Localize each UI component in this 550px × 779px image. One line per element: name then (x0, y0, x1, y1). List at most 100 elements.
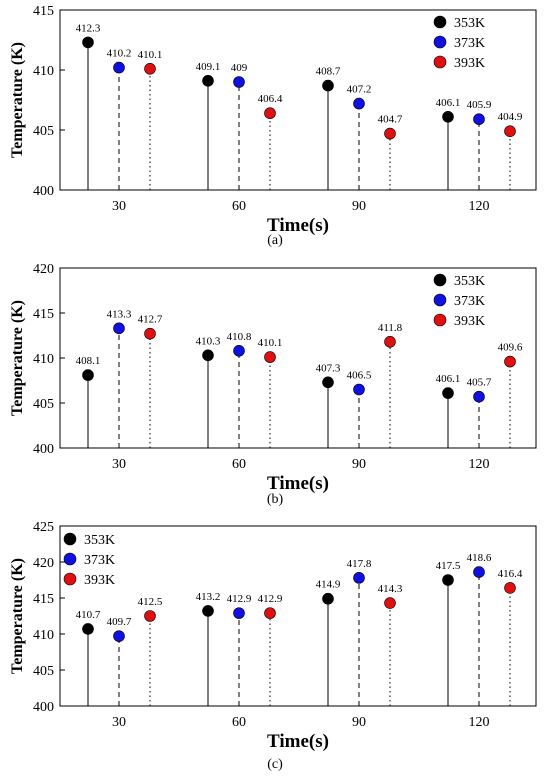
x-tick-label: 90 (352, 457, 366, 472)
data-label: 412.5 (138, 596, 163, 608)
y-tick-label: 415 (33, 4, 54, 19)
y-tick-label: 400 (33, 700, 54, 715)
data-label: 412.9 (258, 593, 283, 605)
marker-353K (322, 592, 334, 605)
x-axis-label: Time(s) (267, 731, 329, 752)
data-label: 409 (231, 62, 248, 74)
marker-393K (504, 355, 516, 368)
data-label: 406.1 (436, 97, 461, 109)
marker-353K (202, 605, 214, 617)
marker-353K (322, 79, 334, 92)
legend-marker-393K (433, 55, 447, 69)
data-label: 410.1 (258, 337, 283, 349)
x-tick-label: 60 (232, 715, 246, 730)
data-label: 406.5 (347, 370, 372, 382)
data-label: 410.7 (76, 609, 101, 621)
marker-353K (82, 369, 94, 381)
marker-393K (384, 597, 396, 609)
marker-373K (113, 322, 125, 335)
data-label: 411.8 (378, 322, 403, 334)
marker-393K (264, 607, 276, 619)
legend-label-373K: 373K (454, 36, 485, 51)
legend-marker-393K (63, 572, 77, 586)
marker-373K (473, 390, 485, 403)
legend-marker-353K (63, 532, 77, 546)
x-tick-label: 30 (112, 457, 126, 472)
data-label: 413.3 (107, 308, 132, 320)
y-tick-label: 405 (33, 664, 54, 679)
x-tick-label: 120 (469, 457, 490, 472)
chart-panel-b: 400 405 410 415 420 30 60 90 120 Time(s) Temperatu… (9, 262, 537, 507)
marker-373K (353, 383, 365, 396)
data-label: 408.7 (316, 66, 341, 78)
data-label: 405.9 (467, 99, 492, 111)
x-tick-label: 30 (112, 199, 126, 214)
legend-label-393K: 393K (454, 314, 485, 329)
legend-label-353K: 353K (454, 16, 485, 31)
y-tick-label: 405 (33, 124, 54, 139)
x-axis-label: Time(s) (267, 473, 329, 494)
data-label: 410.3 (196, 335, 221, 347)
marker-373K (353, 97, 365, 110)
marker-393K (144, 63, 156, 75)
chart-panel-a: 400 405 410 415 30 60 90 120 Time(s) Temperature … (9, 4, 537, 248)
marker-393K (264, 351, 276, 363)
marker-373K (233, 607, 245, 619)
y-axis-label: Temperature (K) (9, 300, 26, 416)
legend-label-373K: 373K (454, 294, 485, 309)
plot-frame (59, 525, 537, 707)
marker-393K (144, 327, 156, 340)
y-tick-label: 420 (33, 262, 54, 277)
marker-373K (113, 61, 125, 74)
data-label: 417.5 (436, 560, 461, 572)
marker-353K (322, 376, 334, 389)
y-tick-label: 425 (33, 520, 54, 535)
marker-373K (233, 344, 245, 357)
y-tick-label: 400 (33, 184, 54, 199)
marker-393K (384, 127, 396, 140)
x-tick-label: 60 (232, 199, 246, 214)
data-label: 407.2 (347, 84, 372, 96)
panel-caption: (b) (267, 492, 284, 507)
data-label: 408.1 (76, 355, 101, 367)
y-tick-label: 410 (33, 628, 54, 643)
legend-marker-353K (433, 15, 447, 29)
y-tick-label: 415 (33, 307, 54, 322)
data-label: 410.1 (138, 49, 163, 61)
data-label: 404.7 (378, 114, 403, 126)
marker-353K (442, 111, 454, 123)
panel-caption: (c) (267, 757, 283, 772)
legend-marker-353K (433, 273, 447, 287)
data-label: 410.2 (107, 48, 132, 60)
legend-marker-393K (433, 313, 447, 327)
marker-393K (264, 107, 276, 119)
marker-373K (113, 630, 125, 642)
x-tick-label: 30 (112, 715, 126, 730)
data-label: 409.7 (107, 616, 132, 628)
marker-373K (353, 572, 365, 584)
legend-label-373K: 373K (84, 553, 115, 568)
marker-353K (442, 574, 454, 586)
y-tick-label: 405 (33, 397, 54, 412)
data-label: 416.4 (498, 568, 523, 580)
data-label: 414.9 (316, 579, 341, 591)
data-label: 414.3 (378, 583, 403, 595)
data-label: 406.1 (436, 373, 461, 385)
data-label: 407.3 (316, 362, 341, 374)
marker-373K (473, 113, 485, 125)
data-label: 409.1 (196, 61, 221, 73)
data-label: 409.6 (498, 342, 523, 354)
x-tick-label: 60 (232, 457, 246, 472)
marker-353K (202, 349, 214, 362)
data-label: 410.8 (227, 331, 252, 343)
y-axis-label: Temperature (K) (9, 42, 26, 158)
y-tick-label: 415 (33, 592, 54, 607)
plot-frame (59, 9, 537, 191)
marker-393K (144, 610, 156, 622)
marker-353K (82, 36, 94, 49)
data-label: 417.8 (347, 558, 372, 570)
data-label: 406.4 (258, 93, 283, 105)
data-label: 412.9 (227, 593, 252, 605)
legend-label-353K: 353K (84, 533, 115, 548)
